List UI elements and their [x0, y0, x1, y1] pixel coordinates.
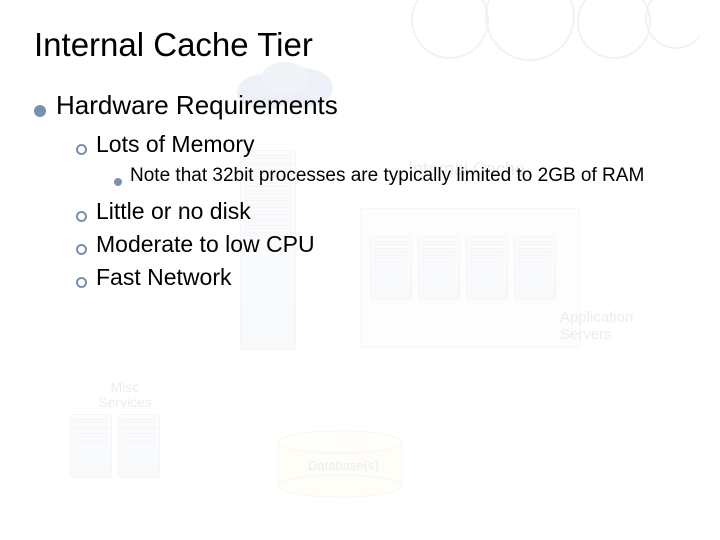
bullet-level2: Lots of Memory	[76, 131, 686, 158]
bullet-level2-label: Fast Network	[96, 264, 231, 291]
bullet-circle-icon	[76, 211, 87, 222]
watermark-label-appservers: Application Servers	[560, 310, 650, 343]
bullet-level3: Note that 32bit processes are typically …	[114, 164, 674, 188]
bullet-level2-label: Moderate to low CPU	[96, 231, 315, 258]
bullet-level1: Hardware Requirements	[34, 90, 686, 121]
bullet-level1-label: Hardware Requirements	[56, 90, 338, 121]
bullet-circle-icon	[76, 144, 87, 155]
bullet-level2: Little or no disk	[76, 198, 686, 225]
bullet-dot-icon	[34, 105, 46, 117]
bullet-level2-label: Little or no disk	[96, 198, 251, 225]
bullet-level2-group: Lots of Memory Note that 32bit processes…	[76, 131, 686, 291]
bullet-dot-small-icon	[114, 178, 122, 186]
database-icon	[270, 430, 410, 500]
bullet-circle-icon	[76, 244, 87, 255]
bullet-level3-group: Note that 32bit processes are typically …	[114, 164, 686, 188]
watermark-label-misc: Misc Services	[90, 380, 160, 411]
watermark-label-db: Database(s)	[308, 458, 379, 473]
bullet-level2: Moderate to low CPU	[76, 231, 686, 258]
slide-content: Internal Cache Tier Hardware Requirement…	[0, 0, 720, 291]
slide-title: Internal Cache Tier	[34, 26, 686, 64]
bullet-level2: Fast Network	[76, 264, 686, 291]
bullet-circle-icon	[76, 277, 87, 288]
bullet-level2-label: Lots of Memory	[96, 131, 255, 158]
bullet-level3-label: Note that 32bit processes are typically …	[130, 164, 644, 188]
watermark-misc-servers	[70, 414, 160, 478]
